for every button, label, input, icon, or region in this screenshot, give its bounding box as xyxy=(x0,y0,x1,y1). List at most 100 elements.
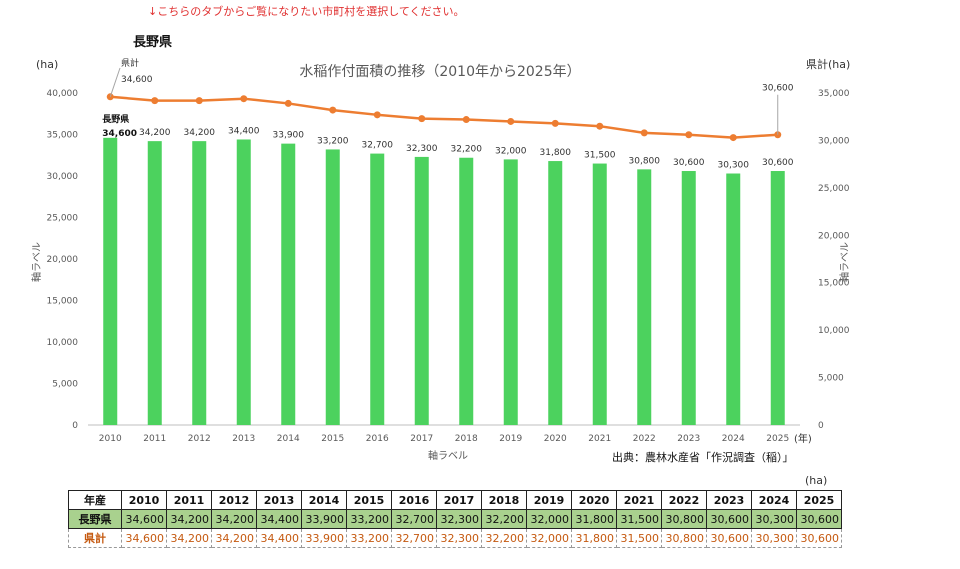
y-right-tick-label: 5,000 xyxy=(818,374,844,384)
bar xyxy=(281,143,296,425)
bar xyxy=(147,141,162,425)
bar-value-label: 34,600 xyxy=(102,129,137,139)
x-tick-label: 2021 xyxy=(588,434,611,444)
bar-value-label: 32,300 xyxy=(406,144,438,154)
table-cell-total: 32,200 xyxy=(481,528,527,548)
y-left-tick-label: 40,000 xyxy=(47,89,79,99)
x-tick-label: 2019 xyxy=(499,434,522,444)
table-header-year: 2019 xyxy=(526,490,572,510)
y-left-tick-label: 5,000 xyxy=(52,380,78,390)
bar-value-label: 34,200 xyxy=(139,128,171,138)
line-point xyxy=(373,111,381,119)
bar-value-label: 33,200 xyxy=(317,136,349,146)
y-left-tick-label: 25,000 xyxy=(47,214,79,224)
table-cell-total: 32,000 xyxy=(526,528,572,548)
table-cell-prefecture: 34,400 xyxy=(256,509,302,529)
bar xyxy=(770,171,785,425)
rice-area-chart: 水稲作付面積の推移（2010年から2025年） (ha) 県計(ha) (年) 0 5,0… xyxy=(30,57,851,464)
callout-leader-line xyxy=(109,67,121,97)
table-cell-total: 30,600 xyxy=(796,528,842,548)
y-left-tick-label: 30,000 xyxy=(47,172,79,182)
x-tick-label: 2025 xyxy=(766,434,789,444)
table-cell-prefecture: 30,600 xyxy=(796,509,842,529)
y-right-tick-label: 15,000 xyxy=(818,279,850,289)
table-header-year: 2014 xyxy=(301,490,347,510)
table-header-year: 2025 xyxy=(796,490,842,510)
table-cell-prefecture: 34,600 xyxy=(121,509,167,529)
y-left-unit: (ha) xyxy=(36,58,58,71)
x-tick-label: 2024 xyxy=(722,434,745,444)
bar xyxy=(192,141,207,425)
bar-value-label: 30,300 xyxy=(718,161,750,171)
bar-value-label: 32,000 xyxy=(495,146,527,156)
table-header-row: 年産 2010 2011 2012 2013 2014 2015 2016 2017 2018 2… xyxy=(68,490,842,510)
x-tick-label: 2012 xyxy=(188,434,211,444)
line-point xyxy=(418,115,426,123)
y-right-unit: 県計(ha) xyxy=(806,57,850,71)
table-header-year: 2015 xyxy=(346,490,392,510)
table-header-year: 2023 xyxy=(706,490,752,510)
table-cell-total: 32,300 xyxy=(436,528,482,548)
y-left-tick-label: 35,000 xyxy=(47,131,79,141)
y-right-axis-title: 軸ラベル xyxy=(838,242,851,282)
table-header-year: 2020 xyxy=(571,490,617,510)
bar-value-label: 31,800 xyxy=(540,148,572,158)
instruction-notice: ↓こちらのタブからご覧になりたい市町村を選択してください。 xyxy=(148,5,465,18)
y-left-axis-title: 軸ラベル xyxy=(30,242,43,282)
table-header-year: 2024 xyxy=(751,490,797,510)
bar-value-label: 32,700 xyxy=(362,141,394,151)
table-cell-total: 30,600 xyxy=(706,528,752,548)
table-cell-total: 30,300 xyxy=(751,528,797,548)
x-tick-label: 2022 xyxy=(633,434,656,444)
y-left-tick-label: 0 xyxy=(72,421,78,431)
line-point xyxy=(551,119,559,127)
table-cell-prefecture: 30,300 xyxy=(751,509,797,529)
bar-value-label: 33,900 xyxy=(273,131,305,141)
table-header-year: 2016 xyxy=(391,490,437,510)
bar-value-label: 32,200 xyxy=(451,145,483,155)
table-cell-prefecture: 31,800 xyxy=(571,509,617,529)
table-cell-prefecture: 34,200 xyxy=(166,509,212,529)
table-cell-prefecture: 32,000 xyxy=(526,509,572,529)
table-cell-total: 33,200 xyxy=(346,528,392,548)
table-cell-total: 32,700 xyxy=(391,528,437,548)
table-header-year: 2017 xyxy=(436,490,482,510)
table-row-prefecture: 長野県 34,600 34,200 34,200 34,400 33,900 33,200… xyxy=(68,509,842,529)
y-right-tick-label: 30,000 xyxy=(818,136,850,146)
table-header-label: 年産 xyxy=(68,490,122,510)
table-header-year: 2013 xyxy=(256,490,302,510)
table-cell-prefecture: 30,800 xyxy=(661,509,707,529)
table-cell-total: 30,800 xyxy=(661,528,707,548)
y-right-tick-label: 0 xyxy=(818,421,824,431)
table-cell-prefecture: 30,600 xyxy=(706,509,752,529)
line-point xyxy=(195,97,203,105)
table-row-total-label: 県計 xyxy=(68,528,122,548)
table-cell-total: 34,400 xyxy=(256,528,302,548)
y-left-tick-label: 15,000 xyxy=(47,297,79,307)
line-point xyxy=(640,129,648,137)
line-point xyxy=(462,116,470,124)
bar-value-label: 31,500 xyxy=(584,151,616,161)
table-cell-prefecture: 33,200 xyxy=(346,509,392,529)
x-tick-label: 2013 xyxy=(232,434,255,444)
y-right-tick-label: 25,000 xyxy=(818,184,850,194)
x-unit: (年) xyxy=(794,432,812,445)
bar-value-label: 30,600 xyxy=(673,158,705,168)
x-tick-label: 2015 xyxy=(321,434,344,444)
bar xyxy=(103,137,118,425)
data-table: 年産 2010 2011 2012 2013 2014 2015 2016 2017 2018 2… xyxy=(68,490,842,548)
line-value-label: 30,600 xyxy=(762,84,794,94)
bar xyxy=(548,161,563,425)
y-left-tick-label: 10,000 xyxy=(47,338,79,348)
line-point xyxy=(329,106,337,114)
x-tick-label: 2014 xyxy=(277,434,300,444)
table-cell-prefecture: 34,200 xyxy=(211,509,257,529)
table-cell-total: 31,500 xyxy=(616,528,662,548)
table-cell-prefecture: 33,900 xyxy=(301,509,347,529)
bar-value-label: 34,200 xyxy=(184,128,216,138)
line-point xyxy=(240,95,248,103)
line-point xyxy=(151,97,159,105)
line-point xyxy=(507,117,515,125)
x-tick-label: 2023 xyxy=(677,434,700,444)
table-cell-total: 31,800 xyxy=(571,528,617,548)
